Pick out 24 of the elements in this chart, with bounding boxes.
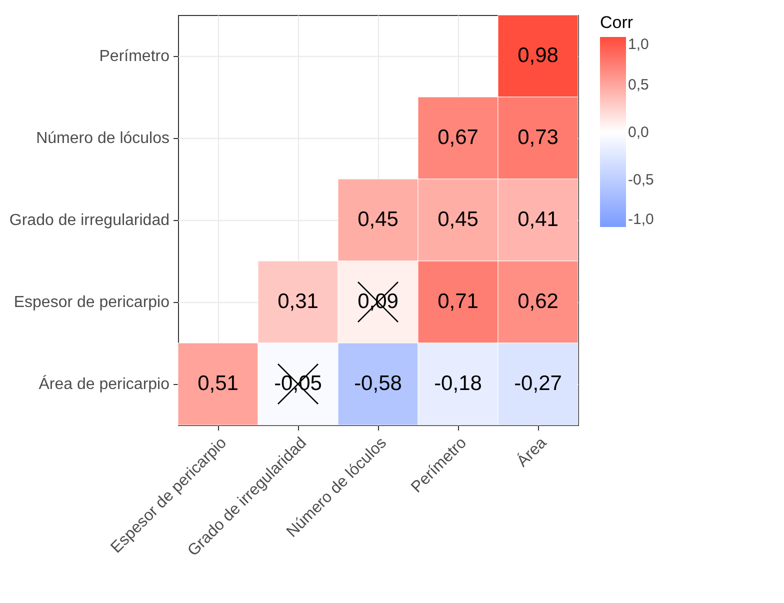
y-tick-label: Grado de irregularidad bbox=[9, 212, 170, 229]
color-bar-label: 0,5 bbox=[628, 76, 649, 94]
data-label: 0,31 bbox=[278, 290, 318, 313]
y-tick-label: Número de lóculos bbox=[36, 130, 170, 147]
data-label: -0,18 bbox=[434, 372, 482, 395]
data-label: 0,41 bbox=[518, 208, 558, 231]
color-bar-label: -1,0 bbox=[628, 211, 654, 228]
data-label: 0,45 bbox=[358, 208, 398, 231]
color-bar-label: -0,5 bbox=[628, 172, 654, 188]
y-tick-label: Espesor de pericarpio bbox=[14, 294, 170, 311]
data-label: 0,51 bbox=[198, 372, 238, 395]
color-bar-label: 0,0 bbox=[628, 124, 649, 141]
data-label: 0,71 bbox=[438, 290, 478, 313]
data-label: 0,45 bbox=[438, 208, 478, 231]
data-label: -0,58 bbox=[354, 372, 402, 395]
data-label: -0,27 bbox=[514, 372, 562, 395]
y-tick-label: Perímetro bbox=[99, 48, 170, 65]
data-label: 0,62 bbox=[518, 290, 558, 313]
data-label: 0,67 bbox=[438, 126, 478, 149]
y-tick-label: Área de pericarpio bbox=[38, 375, 170, 393]
data-label: 0,98 bbox=[518, 44, 558, 67]
data-label: 0,73 bbox=[518, 126, 558, 149]
legend-title: Corr bbox=[600, 13, 634, 32]
color-bar-label: 1,0 bbox=[628, 36, 649, 53]
